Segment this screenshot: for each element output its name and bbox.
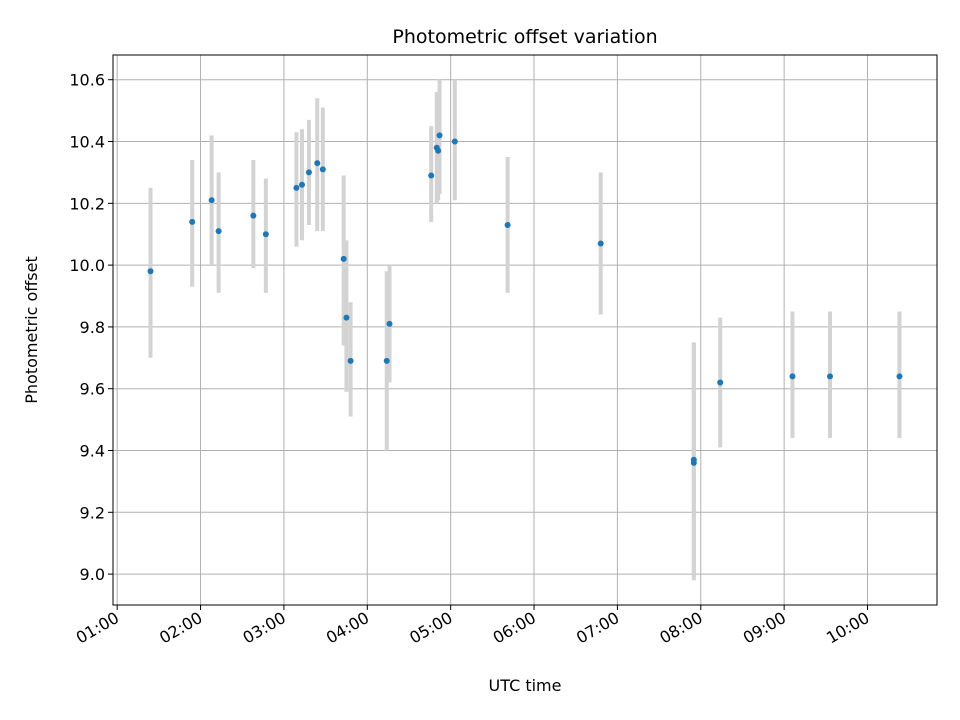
data-point xyxy=(717,379,724,386)
data-point xyxy=(305,169,312,176)
x-axis-label: UTC time xyxy=(489,676,562,695)
y-tick-label: 10.0 xyxy=(69,256,105,275)
data-point xyxy=(827,373,834,380)
plot-frame xyxy=(112,54,938,606)
y-tick-label: 9.8 xyxy=(80,318,105,337)
data-point xyxy=(215,228,222,235)
data-point xyxy=(435,147,442,154)
data-point xyxy=(298,181,305,188)
data-point xyxy=(250,212,257,219)
data-point xyxy=(789,373,796,380)
y-tick-label: 10.4 xyxy=(69,133,105,152)
data-point xyxy=(451,138,458,145)
data-point xyxy=(896,373,903,380)
data-point xyxy=(383,357,390,364)
data-point xyxy=(436,132,443,139)
data-point xyxy=(340,255,347,262)
data-point xyxy=(386,320,393,327)
grid xyxy=(113,55,937,605)
data-point xyxy=(208,197,215,204)
y-tick-label: 10.2 xyxy=(69,194,105,213)
data-point xyxy=(262,231,269,238)
data-point xyxy=(597,240,604,247)
y-tick-label: 10.6 xyxy=(69,71,105,90)
data-point xyxy=(690,456,697,463)
data-point xyxy=(314,160,321,167)
y-tick-label: 9.6 xyxy=(80,380,105,399)
data-point xyxy=(428,172,435,179)
data-point xyxy=(147,268,154,275)
y-tick-label: 9.2 xyxy=(80,503,105,522)
points xyxy=(147,132,903,466)
data-point xyxy=(189,218,196,225)
y-tick-label: 9.0 xyxy=(80,565,105,584)
data-point xyxy=(343,314,350,321)
data-point xyxy=(504,221,511,228)
y-tick-label: 9.4 xyxy=(80,442,105,461)
data-point xyxy=(319,166,326,173)
data-point xyxy=(293,184,300,191)
y-axis-label: Photometric offset xyxy=(22,256,41,404)
data-point xyxy=(347,357,354,364)
chart-title: Photometric offset variation xyxy=(392,26,657,48)
y-axis-ticks: 9.0 9.2 9.4 9.6 9.8 10.0 10.2 10.4 10.6 xyxy=(69,71,113,584)
